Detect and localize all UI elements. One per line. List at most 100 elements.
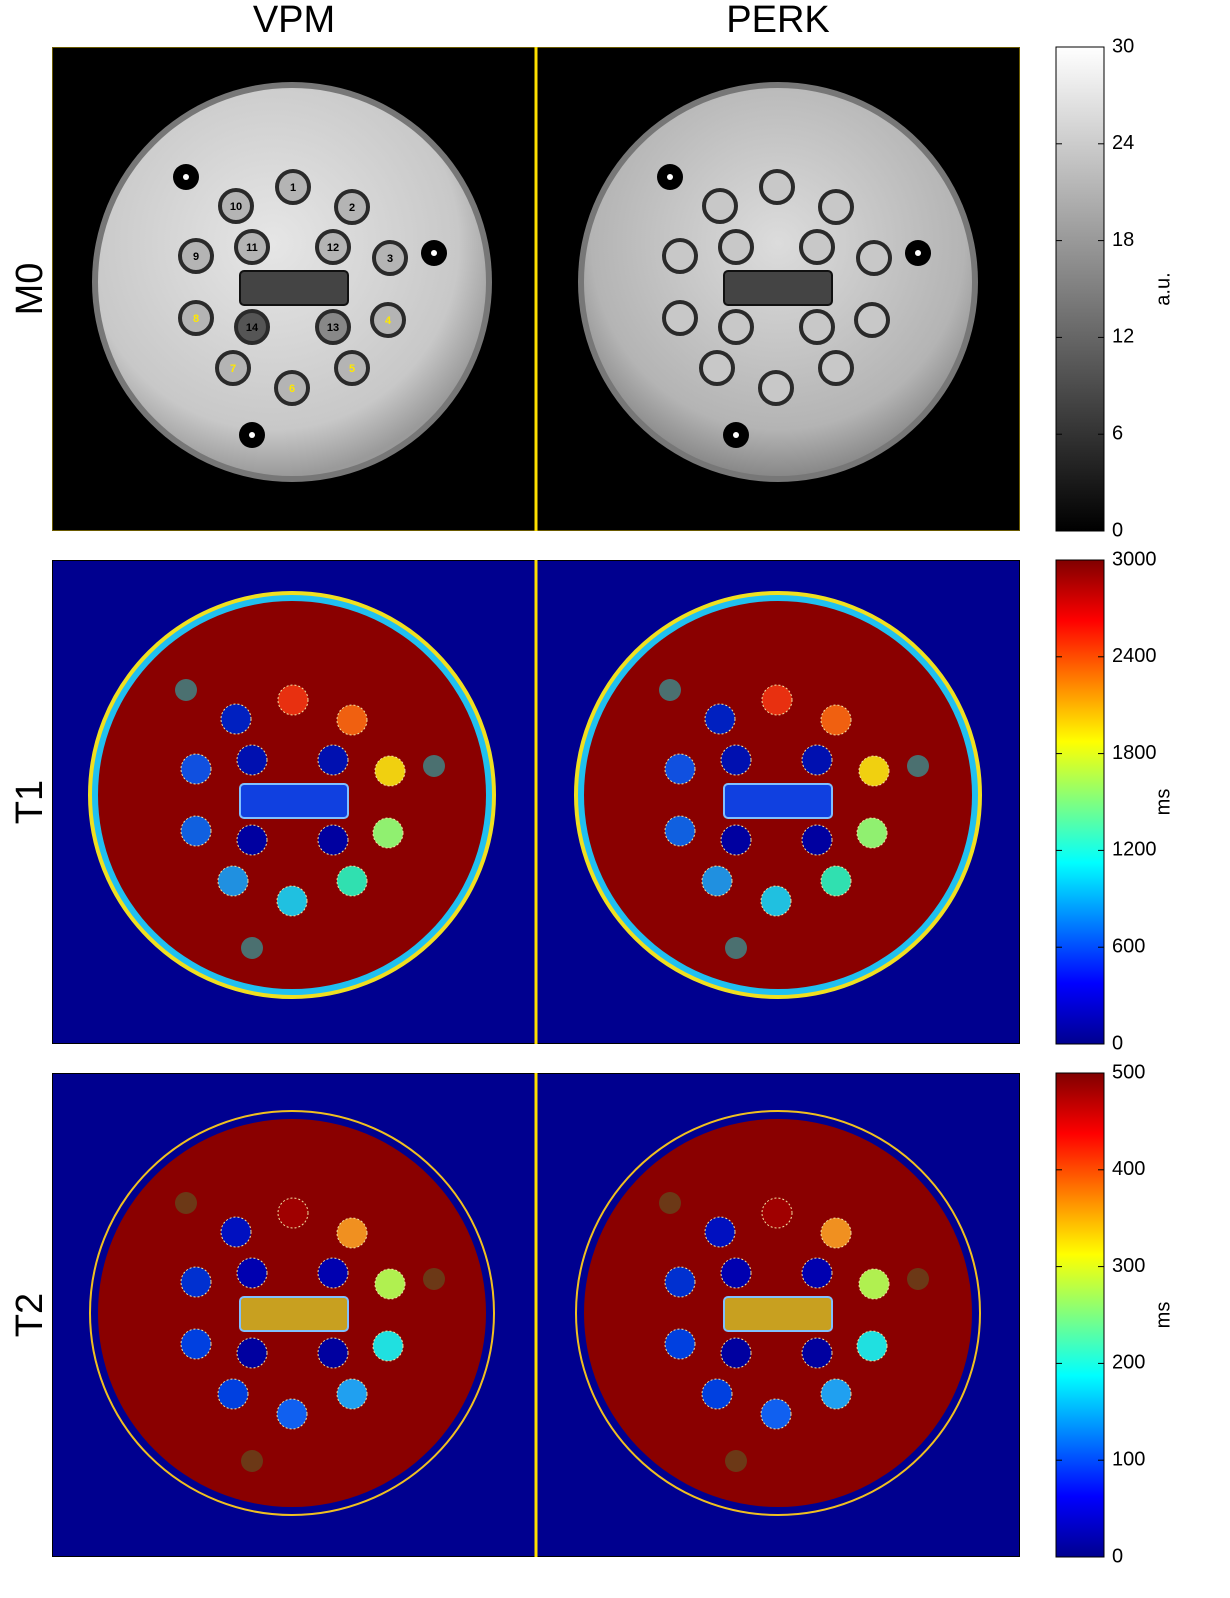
marker-dot <box>249 432 255 438</box>
vial <box>180 1266 212 1298</box>
vial <box>720 1337 752 1369</box>
vial <box>820 1217 852 1249</box>
vial <box>759 169 795 205</box>
marker-dot <box>915 250 921 256</box>
vial <box>215 350 251 386</box>
marker-dot <box>183 174 189 180</box>
vial <box>799 309 835 345</box>
marker-hole <box>659 1192 681 1214</box>
vial <box>217 865 249 897</box>
row-label: M0 <box>9 263 51 316</box>
vial <box>217 1378 249 1410</box>
vial <box>801 824 833 856</box>
vial <box>699 350 735 386</box>
map-panel <box>52 1073 536 1557</box>
colorbar-tick-label: 12 <box>1112 326 1134 348</box>
vial <box>820 1378 852 1410</box>
vial <box>372 240 408 276</box>
vial <box>760 885 792 917</box>
vial <box>277 1197 309 1229</box>
marker-dot <box>431 250 437 256</box>
vial <box>336 1217 368 1249</box>
vial <box>720 744 752 776</box>
vial <box>315 229 351 265</box>
map-panel <box>536 47 1020 531</box>
vial <box>276 1398 308 1430</box>
vial <box>317 1257 349 1289</box>
vial <box>818 189 854 225</box>
vial <box>718 229 754 265</box>
map-panel <box>52 560 536 1044</box>
vial <box>820 865 852 897</box>
column-title: VPM <box>253 0 335 41</box>
vial-label: 6 <box>289 383 295 395</box>
vial <box>178 238 214 274</box>
marker-hole <box>175 1192 197 1214</box>
vial <box>801 1257 833 1289</box>
vial <box>334 350 370 386</box>
vial-label: 9 <box>193 251 199 263</box>
vial <box>704 703 736 735</box>
background-cut <box>52 1073 536 1097</box>
colorbar-tick-label: 24 <box>1112 132 1134 154</box>
vial <box>180 815 212 847</box>
center-insert <box>239 1296 349 1332</box>
vial <box>761 684 793 716</box>
vial <box>662 238 698 274</box>
vial-label: 7 <box>230 363 236 375</box>
marker-hole <box>659 679 681 701</box>
colorbar-tick-label: 400 <box>1112 1158 1145 1180</box>
colorbar <box>1055 46 1105 532</box>
center-insert <box>723 1296 833 1332</box>
vial <box>854 302 890 338</box>
colorbar-tick-label: 18 <box>1112 229 1134 251</box>
marker-hole <box>725 1450 747 1472</box>
vial-label: 1 <box>290 182 296 194</box>
vial <box>856 817 888 849</box>
vial-label: 2 <box>349 202 355 214</box>
vial <box>758 370 794 406</box>
vial <box>701 1378 733 1410</box>
vial <box>236 1337 268 1369</box>
vial <box>664 753 696 785</box>
marker-hole <box>241 937 263 959</box>
vial <box>664 1328 696 1360</box>
marker-hole <box>423 1268 445 1290</box>
vial <box>236 824 268 856</box>
vial <box>372 817 404 849</box>
center-insert <box>723 783 833 819</box>
vial <box>336 865 368 897</box>
colorbar-tick-label: 1200 <box>1112 839 1157 861</box>
colorbar-tick-label: 300 <box>1112 1255 1145 1277</box>
row-label: T2 <box>9 1293 51 1337</box>
marker-hole <box>423 755 445 777</box>
vial <box>801 1337 833 1369</box>
vial-label: 14 <box>246 322 259 334</box>
vial <box>336 704 368 736</box>
marker-hole <box>907 1268 929 1290</box>
colorbar-unit: ms <box>1152 1302 1174 1329</box>
center-insert <box>239 270 349 306</box>
vial <box>818 350 854 386</box>
vial <box>720 1257 752 1289</box>
vial <box>761 1197 793 1229</box>
colorbar-tick-label: 1800 <box>1112 742 1157 764</box>
vial <box>720 824 752 856</box>
vial <box>274 370 310 406</box>
vial <box>704 1216 736 1248</box>
colorbar-tick-label: 0 <box>1112 1545 1123 1567</box>
marker-hole <box>725 937 747 959</box>
vial-label: 13 <box>327 322 339 334</box>
vial <box>317 824 349 856</box>
row-label: T1 <box>9 780 51 824</box>
vial <box>317 744 349 776</box>
vial <box>664 815 696 847</box>
vial <box>664 1266 696 1298</box>
vial <box>220 703 252 735</box>
vial <box>801 744 833 776</box>
vial <box>370 302 406 338</box>
marker-dot <box>667 174 673 180</box>
marker-hole <box>907 755 929 777</box>
vial <box>336 1378 368 1410</box>
